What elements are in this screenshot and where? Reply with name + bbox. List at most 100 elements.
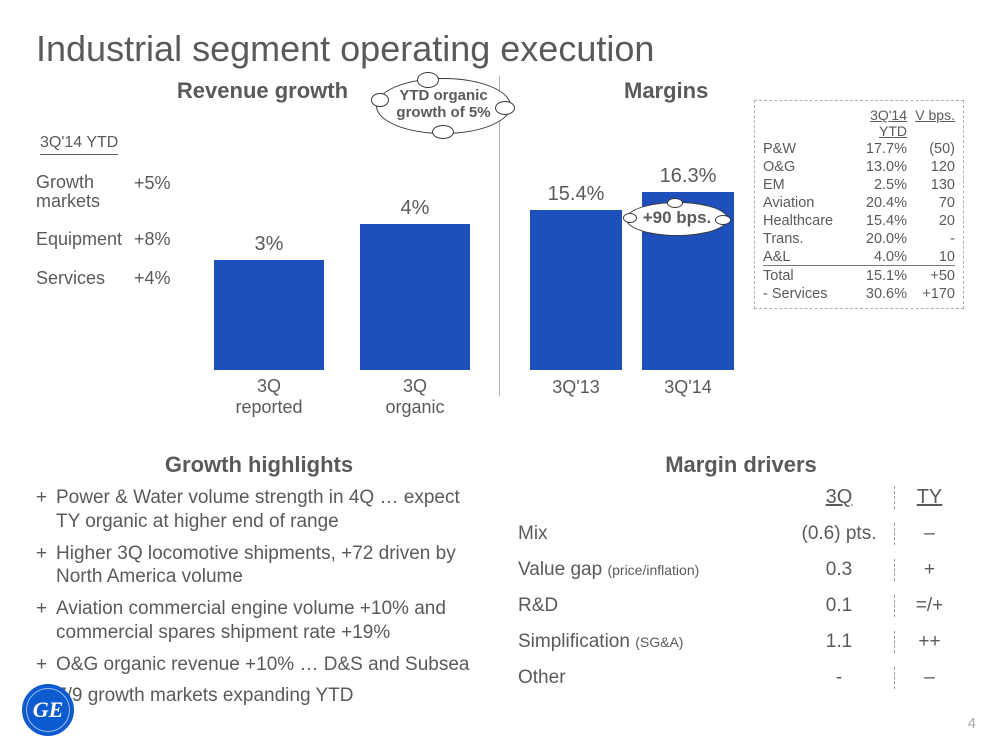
row-q3: 1.1 bbox=[784, 631, 894, 653]
table-row: A&L4.0%10 bbox=[763, 249, 955, 266]
row-label: Mix bbox=[518, 523, 784, 545]
td: - bbox=[907, 231, 955, 247]
table-row: Aviation20.4%70 bbox=[763, 195, 955, 211]
table-row: Healthcare15.4%20 bbox=[763, 213, 955, 229]
revenue-chart: 3% 3Q reported 4% 3Q organic bbox=[196, 197, 488, 370]
td: 2.5% bbox=[841, 177, 907, 193]
ytd-label: Equipment bbox=[36, 229, 134, 250]
td: 20.0% bbox=[841, 231, 907, 247]
upper-section: Revenue growth 3Q'14 YTD Growth markets … bbox=[36, 76, 964, 396]
cloud-text: YTD organic growth of 5% bbox=[396, 87, 490, 121]
td: - Services bbox=[763, 286, 841, 302]
td: Total bbox=[763, 268, 841, 284]
table-row: Trans.20.0%- bbox=[763, 231, 955, 247]
revenue-callout-cloud: YTD organic growth of 5% bbox=[376, 78, 511, 134]
bullet-item: +Higher 3Q locomotive shipments, +72 dri… bbox=[36, 542, 482, 590]
bullet-item: +O&G organic revenue +10% … D&S and Subs… bbox=[36, 653, 482, 677]
td: EM bbox=[763, 177, 841, 193]
td: P&W bbox=[763, 141, 841, 157]
row-ty: =/+ bbox=[894, 595, 964, 617]
row-ty: ++ bbox=[894, 631, 964, 653]
th bbox=[518, 486, 784, 509]
td: 10 bbox=[907, 249, 955, 265]
ytd-value: +4% bbox=[134, 268, 178, 289]
row-q3: 0.3 bbox=[784, 559, 894, 581]
bullet-text: O&G organic revenue +10% … D&S and Subse… bbox=[56, 653, 482, 677]
row-q3: - bbox=[784, 667, 894, 689]
revenue-panel: Revenue growth 3Q'14 YTD Growth markets … bbox=[36, 76, 500, 396]
ytd-row: Equipment +8% bbox=[36, 229, 178, 250]
row-label: R&D bbox=[518, 595, 784, 617]
ytd-row: Services +4% bbox=[36, 268, 178, 289]
margin-drivers-title: Margin drivers bbox=[518, 452, 964, 478]
margin-driver-row: R&D0.1=/+ bbox=[518, 595, 964, 617]
row-q3: 0.1 bbox=[784, 595, 894, 617]
row-q3: (0.6) pts. bbox=[784, 523, 894, 545]
td: Healthcare bbox=[763, 213, 841, 229]
plus-icon: + bbox=[36, 653, 56, 677]
td: 4.0% bbox=[841, 249, 907, 265]
table-row: EM2.5%130 bbox=[763, 177, 955, 193]
plus-icon: + bbox=[36, 542, 56, 590]
bar: 16.3% 3Q'14 bbox=[642, 165, 734, 370]
table-header-row: 3Q'14 YTD V bps. bbox=[763, 107, 955, 139]
cloud-text: +90 bps. bbox=[643, 208, 712, 227]
margin-driver-row: Value gap (price/inflation)0.3+ bbox=[518, 559, 964, 581]
row-ty: – bbox=[894, 667, 964, 689]
bullet-text: 7/9 growth markets expanding YTD bbox=[56, 684, 482, 708]
bar-rect bbox=[530, 210, 622, 370]
bullet-item: +7/9 growth markets expanding YTD bbox=[36, 684, 482, 708]
ytd-block: 3Q'14 YTD Growth markets +5% Equipment +… bbox=[36, 106, 178, 289]
ytd-row: Growth markets +5% bbox=[36, 173, 178, 211]
row-ty: + bbox=[894, 559, 964, 581]
row-label: Simplification (SG&A) bbox=[518, 631, 784, 653]
lower-section: Growth highlights +Power & Water volume … bbox=[36, 452, 964, 716]
th bbox=[763, 107, 841, 139]
td: 15.1% bbox=[841, 268, 907, 284]
margins-chart: 15.4% 3Q'13 16.3% 3Q'14 bbox=[520, 165, 744, 370]
th: 3Q bbox=[784, 486, 894, 509]
bullet-item: +Power & Water volume strength in 4Q … e… bbox=[36, 486, 482, 534]
row-label: Other bbox=[518, 667, 784, 689]
td: A&L bbox=[763, 249, 841, 265]
margin-driver-row: Simplification (SG&A)1.1++ bbox=[518, 631, 964, 653]
slide: Industrial segment operating execution R… bbox=[0, 0, 1000, 750]
bar-label: 3Q'13 bbox=[530, 377, 622, 398]
bar-label: 3Q reported bbox=[214, 376, 324, 418]
th: TY bbox=[894, 486, 964, 509]
td: (50) bbox=[907, 141, 955, 157]
td: 20.4% bbox=[841, 195, 907, 211]
td: 20 bbox=[907, 213, 955, 229]
growth-highlights-panel: Growth highlights +Power & Water volume … bbox=[36, 452, 500, 716]
page-number: 4 bbox=[968, 715, 976, 732]
slide-title: Industrial segment operating execution bbox=[36, 28, 964, 70]
td: 15.4% bbox=[841, 213, 907, 229]
ytd-header: 3Q'14 YTD bbox=[40, 134, 118, 155]
bullet-text: Aviation commercial engine volume +10% a… bbox=[56, 597, 482, 645]
th: 3Q'14 YTD bbox=[841, 107, 907, 139]
td: +50 bbox=[907, 268, 955, 284]
plus-icon: + bbox=[36, 486, 56, 534]
bar-value: 15.4% bbox=[548, 183, 605, 206]
margin-driver-row: Mix(0.6) pts.– bbox=[518, 523, 964, 545]
td: 130 bbox=[907, 177, 955, 193]
td: 120 bbox=[907, 159, 955, 175]
td: 70 bbox=[907, 195, 955, 211]
td: O&G bbox=[763, 159, 841, 175]
growth-highlights-title: Growth highlights bbox=[36, 452, 482, 478]
table-total-row: Total15.1%+50 bbox=[763, 268, 955, 284]
bar-value: 3% bbox=[255, 233, 284, 256]
bar-label: 3Q organic bbox=[360, 376, 470, 418]
td: +170 bbox=[907, 286, 955, 302]
margin-driver-row: Other-– bbox=[518, 667, 964, 689]
bar: 4% 3Q organic bbox=[360, 197, 470, 370]
row-sublabel: (price/inflation) bbox=[607, 562, 699, 578]
bullet-item: +Aviation commercial engine volume +10% … bbox=[36, 597, 482, 645]
ytd-value: +5% bbox=[134, 173, 178, 211]
th: V bps. bbox=[907, 107, 955, 139]
ytd-value: +8% bbox=[134, 229, 178, 250]
bar: 3% 3Q reported bbox=[214, 233, 324, 370]
plus-icon: + bbox=[36, 597, 56, 645]
margin-drivers-header: 3Q TY bbox=[518, 486, 964, 509]
td: Aviation bbox=[763, 195, 841, 211]
